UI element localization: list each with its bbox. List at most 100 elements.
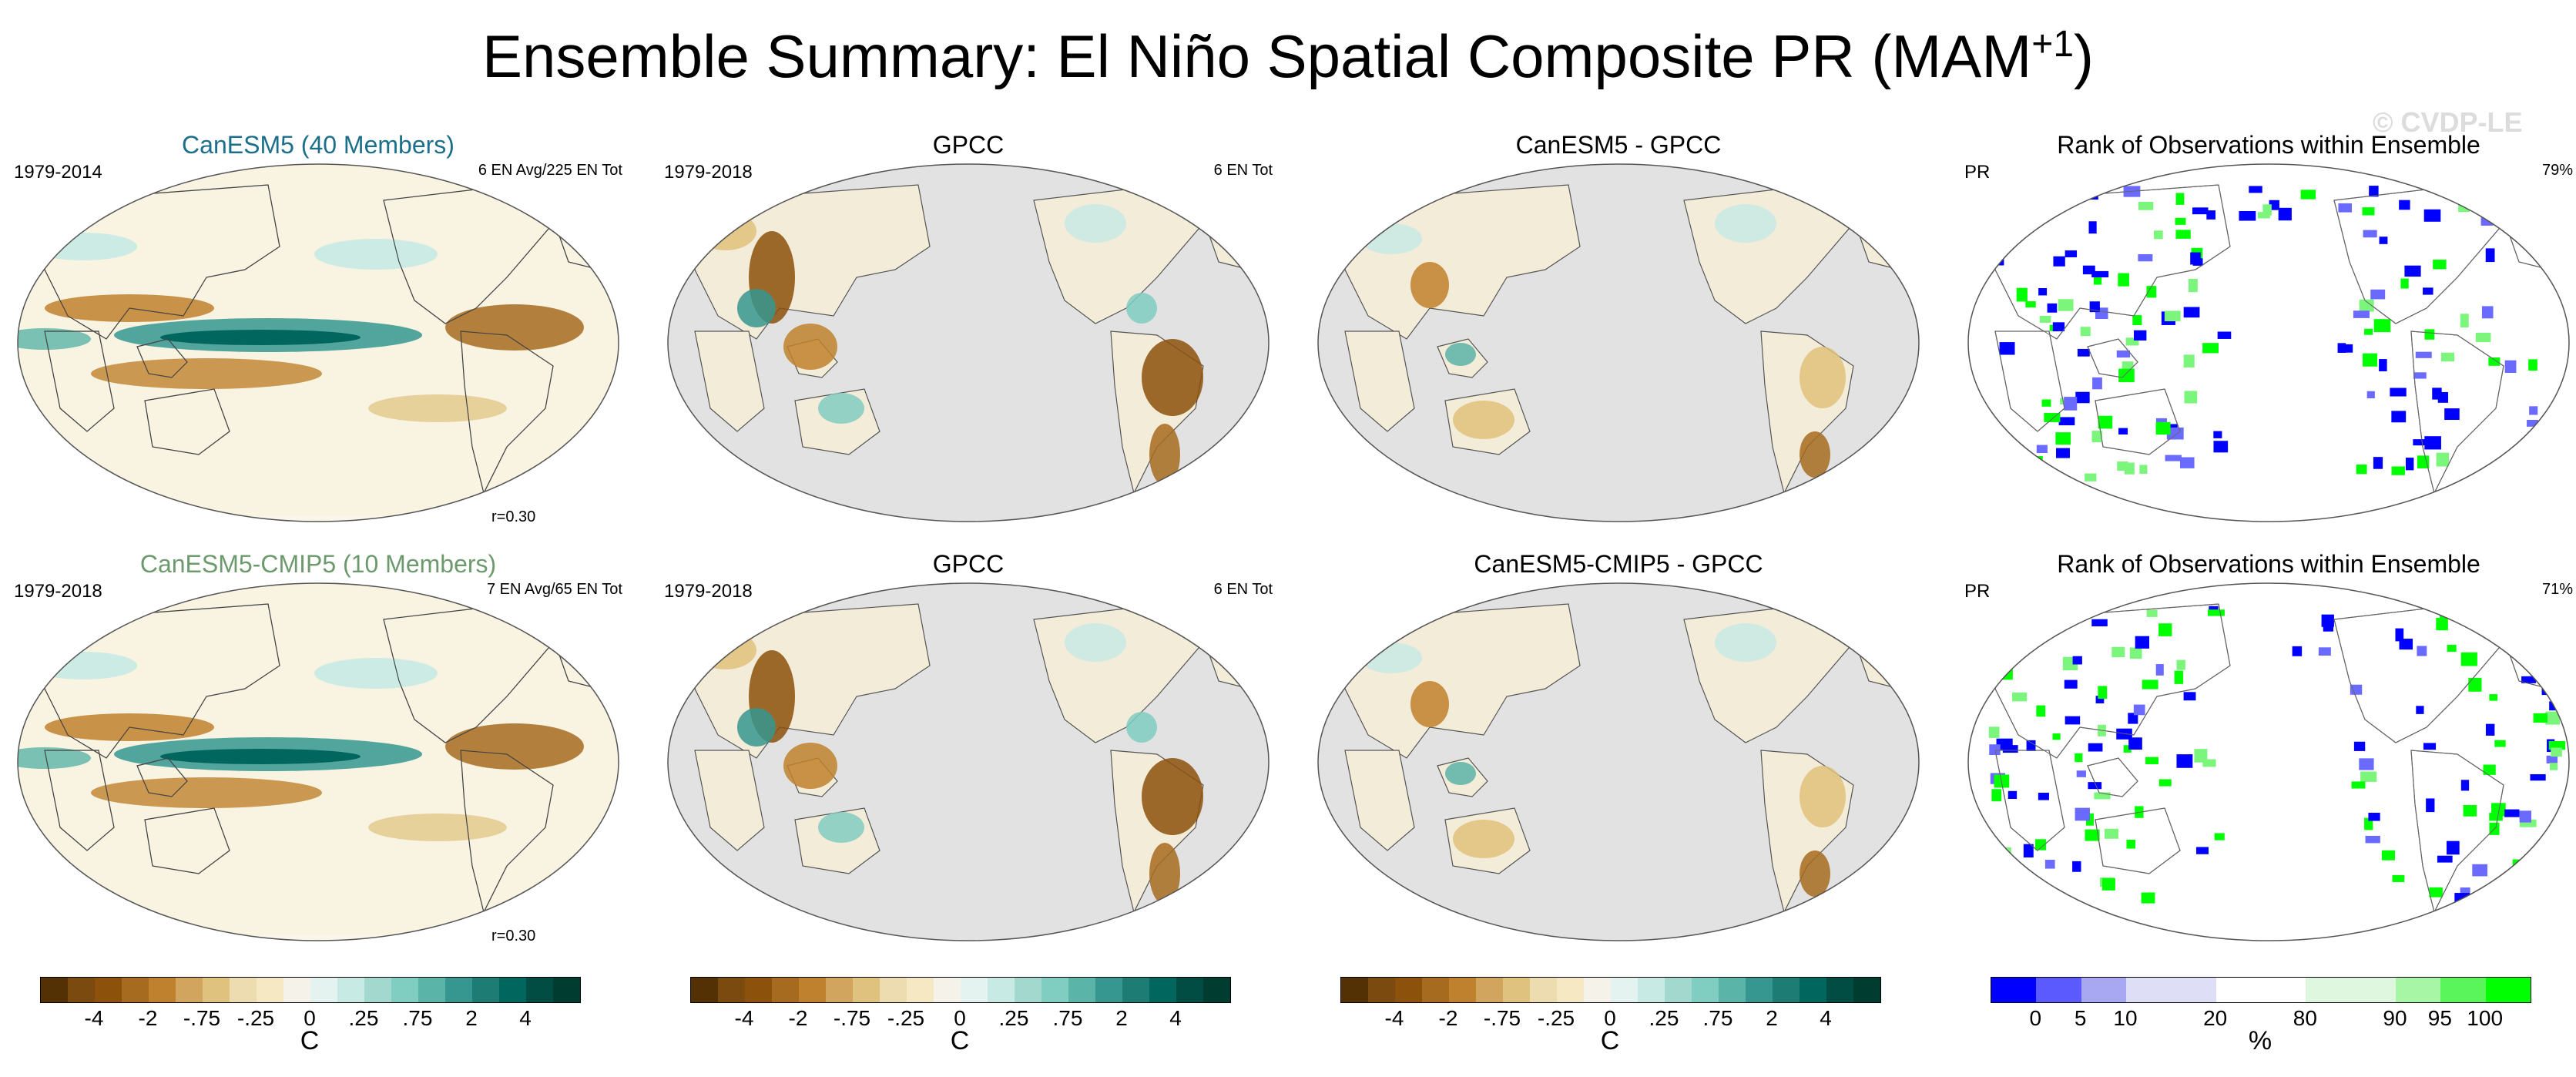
colorbar-swatch — [310, 978, 337, 1002]
colorbar-boxes — [690, 977, 1231, 1003]
rank-cell — [2183, 354, 2195, 367]
panel-period: 1979-2018 — [664, 162, 753, 183]
colorbar-swatch — [2260, 978, 2306, 1002]
rank-cell — [2075, 391, 2090, 404]
rank-cell — [2158, 779, 2172, 787]
rank-cell — [2269, 200, 2279, 210]
rank-cell — [2545, 711, 2561, 725]
colorbar-tick-label: 2 — [465, 1006, 478, 1030]
colorbar-tick-label: -2 — [788, 1006, 808, 1030]
rank-cell — [2416, 706, 2424, 714]
colorbar-tick-label: .75 — [1052, 1006, 1083, 1030]
panel-1-2: GPCC 1979-2018 6 EN Tot — [664, 131, 1273, 547]
rank-cell — [2214, 833, 2225, 840]
colorbar-swatch — [853, 978, 880, 1002]
anomaly-patch — [1126, 712, 1157, 743]
rank-cell — [2494, 740, 2506, 747]
rank-cell — [2366, 391, 2375, 399]
rank-cell — [2368, 812, 2380, 821]
colorbar-swatch — [1692, 978, 1719, 1002]
panel-period: 1979-2014 — [14, 162, 102, 183]
rank-cell — [2089, 301, 2100, 313]
rank-cell — [2436, 617, 2448, 631]
rank-cell — [2165, 455, 2182, 461]
rank-cell — [2424, 436, 2441, 450]
rank-cell — [2142, 679, 2158, 689]
rank-cell — [2145, 757, 2159, 765]
continent-outline — [1344, 330, 1415, 432]
rank-cell — [2399, 639, 2413, 650]
rank-cell — [2135, 636, 2150, 649]
panel-title: CanESM5 (40 Members) — [182, 131, 454, 159]
colorbar-swatch — [745, 978, 772, 1002]
rank-cell — [2176, 754, 2193, 768]
rank-cell — [2075, 807, 2090, 821]
rank-cell — [2184, 391, 2198, 404]
colorbar-tick-label: 80 — [2293, 1006, 2317, 1030]
rank-cell — [2504, 809, 2520, 817]
colorbar-swatch — [1476, 978, 1503, 1002]
colorbar-swatch — [68, 978, 95, 1002]
continent-outline — [1344, 750, 1415, 851]
colorbar-tick-label: .25 — [348, 1006, 379, 1030]
rank-cell — [2072, 656, 2082, 665]
rank-cell — [2546, 755, 2558, 763]
panel-title: CanESM5 - GPCC — [1515, 131, 1722, 159]
panel-events: 7 EN Avg/65 EN Tot — [486, 581, 622, 598]
panel-period: PR — [1964, 581, 1991, 602]
rank-cell — [2055, 432, 2071, 445]
rank-cell — [2373, 457, 2383, 469]
rank-cell — [2362, 207, 2375, 216]
anomaly-patch — [1800, 347, 1846, 408]
colorbar-swatch — [337, 978, 364, 1002]
panel-2-2: GPCC 1979-2018 6 EN Tot — [664, 550, 1273, 966]
map-border — [1967, 582, 2570, 941]
colorbar-tick-label: 0 — [2029, 1006, 2042, 1030]
rank-cell — [2091, 431, 2103, 443]
watermark: © CVDP-LE — [2373, 106, 2523, 138]
anomaly-patch — [818, 393, 864, 424]
world-map — [1967, 163, 2570, 522]
colorbar-swatch — [1395, 978, 1422, 1002]
rank-cell — [2082, 265, 2095, 275]
rank-cell — [2439, 609, 2455, 619]
anomaly-patch — [1410, 262, 1449, 308]
rank-cell — [2093, 273, 2102, 285]
rank-cell — [2002, 745, 2018, 753]
rank-cell — [2105, 828, 2118, 839]
colorbar-tick-label: -.75 — [183, 1006, 221, 1030]
rank-cell — [2192, 207, 2209, 215]
rank-cell — [2463, 805, 2477, 817]
rank-cell — [2039, 316, 2051, 323]
colorbar-tick-label: 100 — [2467, 1006, 2504, 1030]
rank-cell — [2539, 446, 2550, 455]
panel-events: 6 EN Tot — [1213, 162, 1273, 179]
colorbar-swatch — [1611, 978, 1638, 1002]
rank-cell — [2423, 743, 2437, 750]
rank-cell — [1999, 465, 2013, 472]
rank-cell — [2509, 638, 2524, 650]
anomaly-patch — [1149, 843, 1180, 904]
rank-cell — [2146, 286, 2157, 298]
rank-cell — [2351, 781, 2366, 789]
rank-cell — [2058, 299, 2074, 311]
rank-cell — [2158, 623, 2172, 636]
rank-cell — [1988, 726, 2000, 738]
colorbar-tick-label: -.75 — [1483, 1006, 1521, 1030]
rank-cell — [2360, 771, 2377, 782]
rank-cell — [2548, 740, 2566, 750]
map-border — [17, 163, 619, 522]
rank-cell — [2392, 874, 2405, 882]
rank-cell — [2088, 221, 2097, 234]
rank-cell — [2138, 201, 2154, 210]
rank-cell — [2082, 186, 2098, 200]
anomaly-patch — [783, 743, 837, 789]
rank-cell — [2213, 441, 2229, 453]
rank-cell — [2292, 646, 2303, 656]
rank-cell — [2080, 327, 2091, 337]
map-border — [17, 582, 619, 941]
colorbar-swatch — [283, 978, 310, 1002]
dry-anomaly-south — [91, 777, 322, 808]
rank-cell — [2209, 606, 2219, 613]
rank-cell — [2175, 193, 2185, 205]
